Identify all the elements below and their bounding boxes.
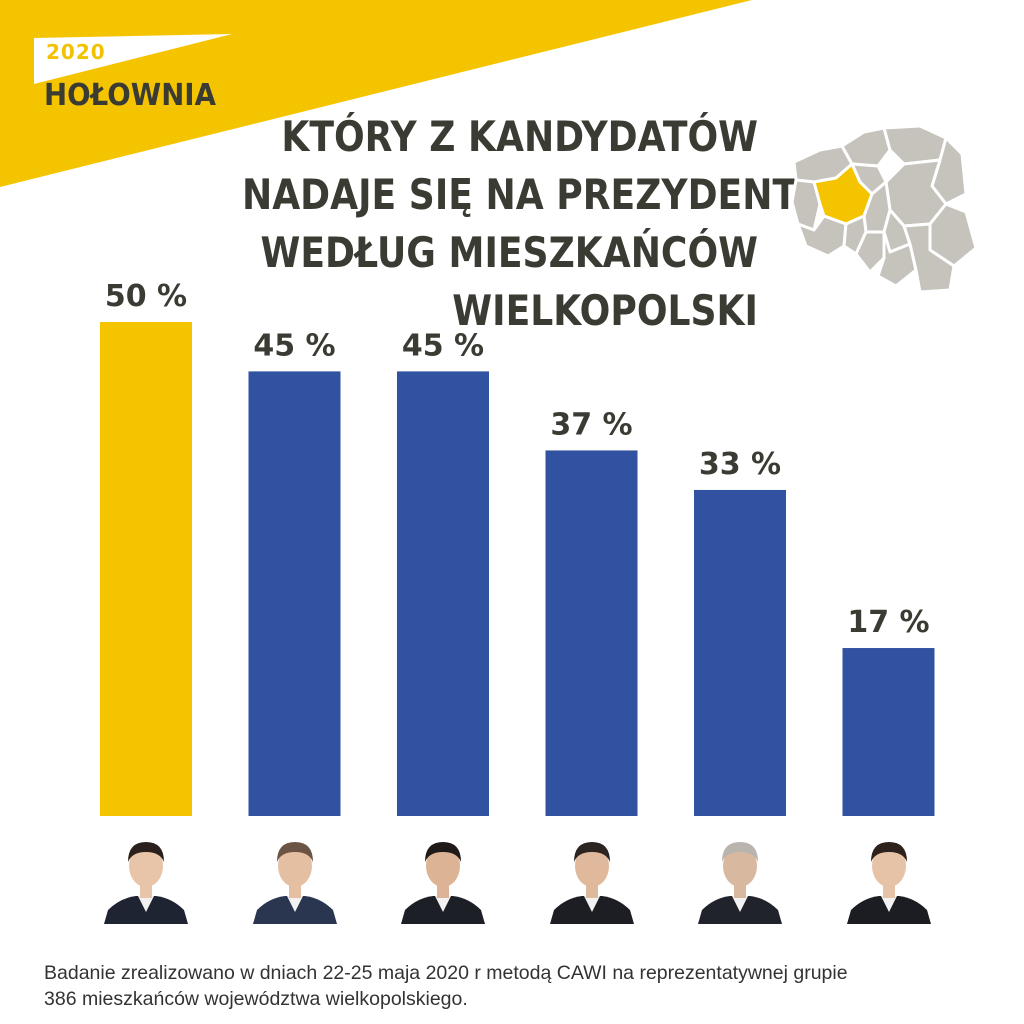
footnote-line: Badanie zrealizowano w dniach 22-25 maja… [44, 962, 848, 984]
bar-4 [545, 450, 638, 816]
bar-2 [248, 371, 341, 816]
yellow-banner [0, 0, 752, 187]
value-label-6: 17 % [847, 605, 929, 640]
region-opole [842, 214, 868, 256]
value-label-4: 37 % [550, 407, 632, 442]
candidate-photo-1 [98, 828, 194, 924]
bar-chart: 50 % 45 % 45 % 37 % 33 % 17 % [100, 279, 935, 816]
candidate-photo-3 [395, 828, 491, 924]
candidate-photo-5 [692, 828, 788, 924]
candidate-photo-2 [247, 828, 343, 924]
value-label-5: 33 % [699, 447, 781, 482]
footnote-line: 386 mieszkańców województwa wielkopolski… [44, 988, 468, 1010]
value-label-1: 50 % [105, 279, 187, 314]
bar-3 [397, 371, 489, 816]
candidate-photos [0, 828, 1024, 924]
value-label-2: 45 % [253, 328, 335, 363]
candidate-photo-6 [841, 828, 937, 924]
logo-name: HOŁOWNIA [44, 78, 216, 113]
bar-5 [694, 489, 786, 816]
logo-year: 2020 [46, 40, 106, 64]
brand-logo: 2020 HOŁOWNIA [40, 34, 240, 124]
footnote: Badanie zrealizowano w dniach 22-25 maja… [44, 960, 994, 1012]
title-line: WIELKOPOLSKI [452, 286, 758, 335]
title-line: WEDŁUG MIESZKAŃCÓW [260, 228, 758, 277]
title-line: KTÓRY Z KANDYDATÓW [281, 112, 758, 161]
bar-6 [842, 648, 935, 816]
bar-1 [100, 322, 192, 816]
value-label-3: 45 % [402, 328, 484, 363]
chart-title: KTÓRY Z KANDYDATÓW NADAJE SIĘ NA PREZYDE… [242, 108, 823, 340]
region-subcarpathia [902, 222, 956, 294]
region-pomerania [840, 126, 892, 168]
title-line: NADAJE SIĘ NA PREZYDENTA [242, 170, 823, 219]
candidate-photo-4 [544, 828, 640, 924]
region-warmia [882, 124, 948, 166]
poland-map [790, 124, 978, 294]
